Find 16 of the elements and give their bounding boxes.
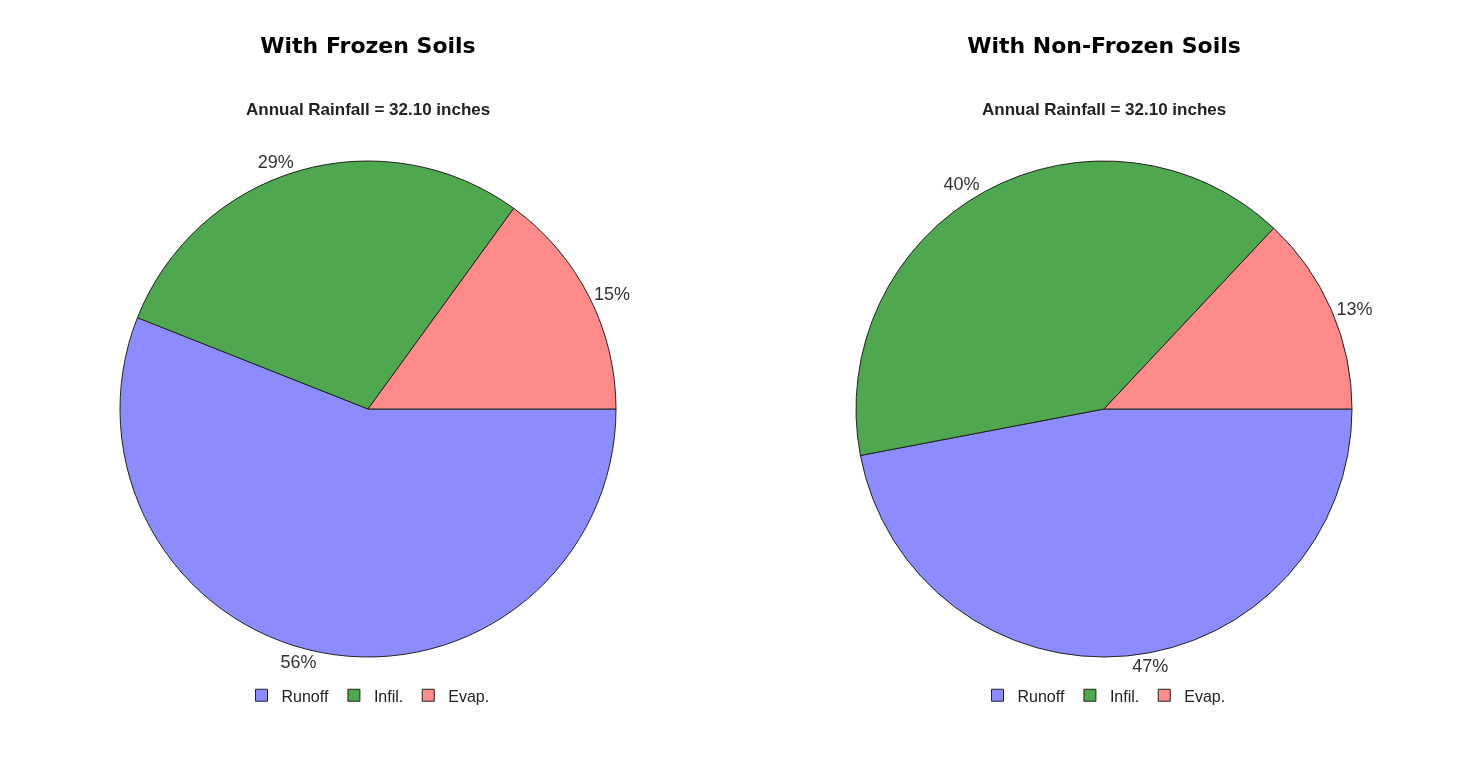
legend-label: Runoff [281, 687, 329, 705]
data-label: 15% [593, 284, 630, 305]
chart-subtitle: Annual Rainfall = 32.10 inches [246, 100, 491, 119]
legend-label: Infil. [1109, 687, 1140, 705]
data-label: 56% [280, 652, 317, 673]
chart-subtitle: Annual Rainfall = 32.10 inches [982, 100, 1227, 119]
data-label: 40% [943, 174, 980, 194]
chart-title: With Frozen Soils [260, 33, 476, 59]
legend-label: Runoff [1017, 687, 1065, 705]
data-label: 13% [1336, 298, 1373, 319]
data-label: 47% [1132, 655, 1169, 676]
legend-label: Evap. [448, 687, 490, 705]
data-label: 29% [257, 151, 294, 172]
legend-label: Infil. [373, 687, 404, 705]
chart-title: With Non-Frozen Soils [967, 33, 1241, 59]
legend-label: Evap. [1184, 687, 1226, 705]
